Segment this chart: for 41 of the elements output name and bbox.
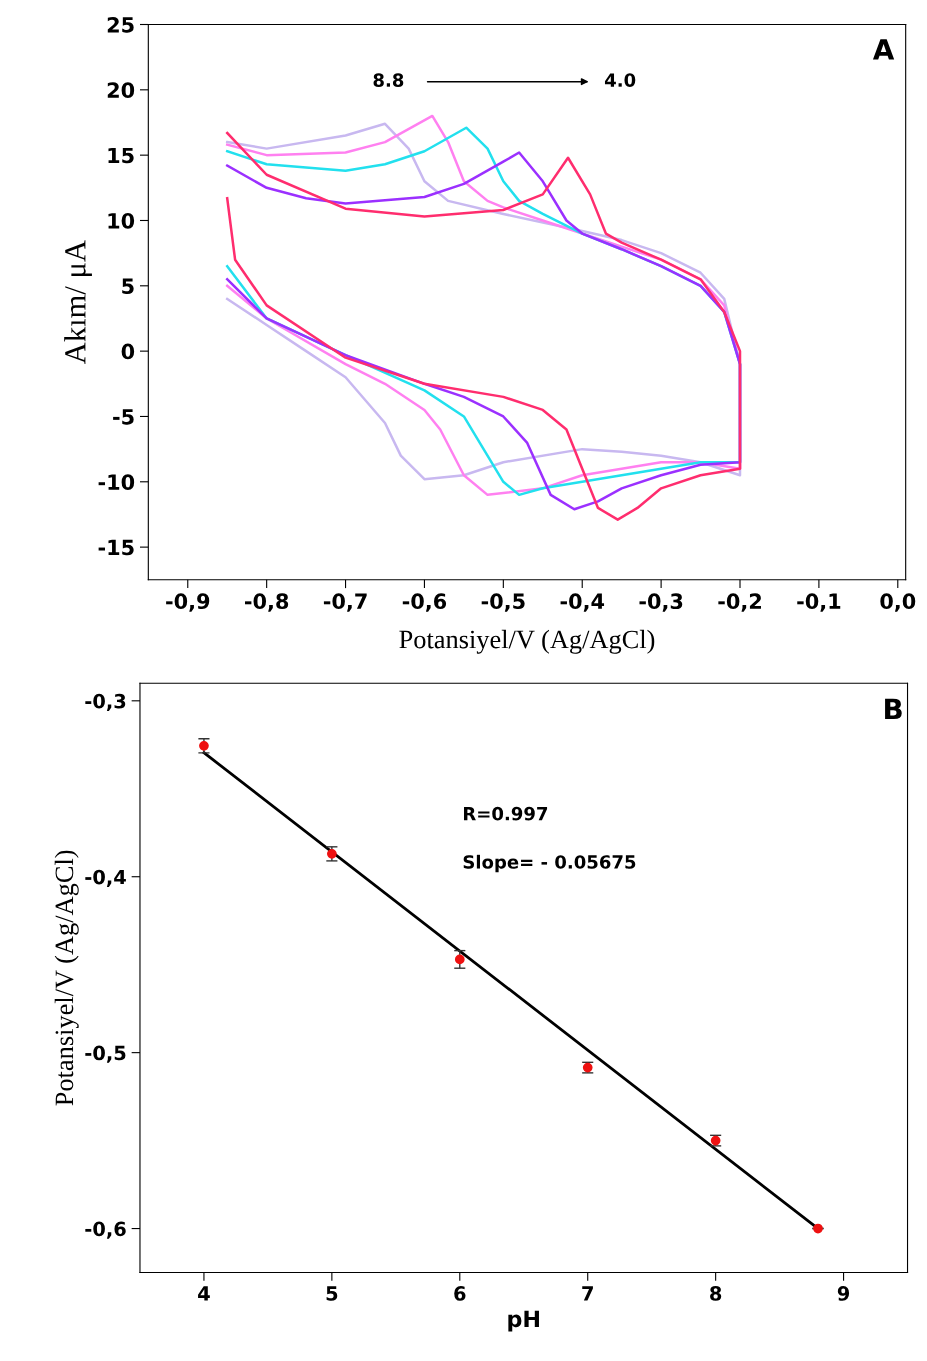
- annotation: Slope= - 0.05675: [463, 854, 636, 873]
- annotation: R=0.997: [464, 806, 548, 821]
- y-tick-label: -15: [98, 539, 134, 556]
- x-tick-label: -0,6: [402, 593, 447, 612]
- y-tick-label: 20: [107, 82, 135, 99]
- x-tick-label: -0,7: [323, 593, 367, 612]
- x-tick-label: 8: [710, 1286, 722, 1301]
- x-tick-label: 6: [454, 1286, 466, 1301]
- y-tick-label: 25: [107, 16, 134, 33]
- y-axis-title: Akım/ μA: [64, 240, 92, 364]
- annotation: 4.0: [604, 73, 636, 87]
- x-tick-label: -0,5: [481, 593, 525, 612]
- y-tick-label: 5: [122, 278, 134, 295]
- y-tick-label: -0,5: [85, 1045, 126, 1063]
- y-tick-label: 10: [108, 212, 135, 229]
- x-tick-label: -0,1: [797, 593, 841, 612]
- x-tick-label: -0,2: [718, 593, 761, 612]
- point: [813, 1223, 823, 1234]
- x-tick-label: 4: [198, 1286, 210, 1301]
- x-tick-label: -0,4: [560, 593, 605, 612]
- y-axis-title: Potansiyel/V (Ag/AgCl): [54, 850, 79, 1106]
- point: [454, 954, 465, 965]
- annotation: A: [872, 39, 895, 60]
- y-tick-label: -10: [98, 474, 135, 491]
- annotation: 8.8: [373, 73, 404, 87]
- y-tick-label: -0,4: [85, 869, 126, 887]
- x-tick-label: -0,8: [245, 593, 289, 612]
- annotation: B: [885, 698, 902, 720]
- x-axis-title: Potansiyel/V (Ag/AgCl): [399, 629, 655, 654]
- x-tick-label: 9: [837, 1286, 850, 1301]
- x-tick-label: 7: [582, 1286, 593, 1301]
- x-tick-label: 5: [326, 1286, 338, 1301]
- y-tick-label: 15: [108, 147, 134, 164]
- x-axis-title: pH: [508, 1310, 539, 1332]
- x-tick-label: 0,0: [880, 593, 916, 612]
- x-tick-label: -0,3: [639, 593, 683, 612]
- y-tick-label: -0,3: [85, 693, 126, 711]
- x-tick-label: -0,9: [166, 593, 210, 612]
- y-tick-label: -5: [113, 409, 134, 425]
- y-tick-label: -0,6: [85, 1221, 126, 1239]
- y-tick-label: 0: [121, 343, 135, 360]
